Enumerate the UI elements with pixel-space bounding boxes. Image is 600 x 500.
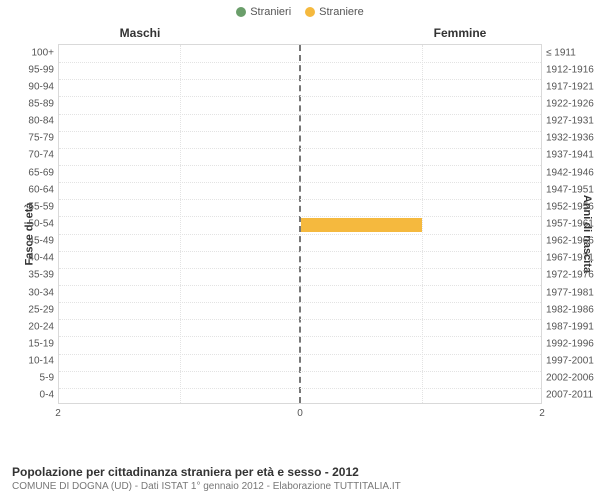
x-tick-label: 2 — [539, 408, 545, 419]
birth-year-label: 1992-1996 — [546, 339, 600, 350]
birth-year-label: 1962-1966 — [546, 236, 600, 247]
birth-year-label: 1912-1916 — [546, 64, 600, 75]
birth-year-label: 1942-1946 — [546, 167, 600, 178]
footer-subtitle: COMUNE DI DOGNA (UD) - Dati ISTAT 1° gen… — [12, 481, 588, 492]
birth-year-label: 1952-1956 — [546, 201, 600, 212]
age-label: 60-64 — [12, 184, 54, 195]
header-female: Femmine — [320, 26, 600, 40]
birth-year-label: 1937-1941 — [546, 150, 600, 161]
birth-year-label: 1967-1971 — [546, 253, 600, 264]
birth-year-label: 1947-1951 — [546, 184, 600, 195]
birth-year-label: 1997-2001 — [546, 356, 600, 367]
age-label: 95-99 — [12, 64, 54, 75]
swatch-male — [236, 7, 246, 17]
birth-year-label: 1932-1936 — [546, 133, 600, 144]
birth-year-label: 1977-1981 — [546, 287, 600, 298]
birth-year-label: 1987-1991 — [546, 321, 600, 332]
age-label: 100+ — [12, 47, 54, 58]
x-tick-label: 0 — [297, 408, 303, 419]
age-label: 75-79 — [12, 133, 54, 144]
age-label: 30-34 — [12, 287, 54, 298]
x-tick-label: 2 — [55, 408, 61, 419]
age-label: 20-24 — [12, 321, 54, 332]
footer-title: Popolazione per cittadinanza straniera p… — [12, 465, 588, 479]
age-label: 5-9 — [12, 373, 54, 384]
age-label: 65-69 — [12, 167, 54, 178]
age-label: 35-39 — [12, 270, 54, 281]
age-label: 90-94 — [12, 81, 54, 92]
age-label: 80-84 — [12, 116, 54, 127]
birth-year-label: 2007-2011 — [546, 390, 600, 401]
age-label: 45-49 — [12, 236, 54, 247]
pyramid-chart: Fasce di età Anni di nascita 100+≤ 19119… — [58, 44, 542, 424]
header-male: Maschi — [0, 26, 280, 40]
age-label: 10-14 — [12, 356, 54, 367]
age-label: 70-74 — [12, 150, 54, 161]
birth-year-label: 1927-1931 — [546, 116, 600, 127]
birth-year-label: 1957-1961 — [546, 219, 600, 230]
birth-year-label: 1922-1926 — [546, 99, 600, 110]
birth-year-label: ≤ 1911 — [546, 47, 600, 58]
age-label: 40-44 — [12, 253, 54, 264]
age-label: 0-4 — [12, 390, 54, 401]
legend-item-male: Stranieri — [236, 6, 291, 18]
age-label: 25-29 — [12, 304, 54, 315]
birth-year-label: 1982-1986 — [546, 304, 600, 315]
chart-footer: Popolazione per cittadinanza straniera p… — [12, 465, 588, 492]
bar-female — [301, 218, 422, 232]
birth-year-label: 1917-1921 — [546, 81, 600, 92]
legend-label-female: Straniere — [319, 6, 364, 18]
legend-label-male: Stranieri — [250, 6, 291, 18]
birth-year-label: 2002-2006 — [546, 373, 600, 384]
legend: Stranieri Straniere — [0, 0, 600, 18]
age-label: 85-89 — [12, 99, 54, 110]
age-label: 50-54 — [12, 219, 54, 230]
plot-area — [58, 44, 542, 404]
birth-year-label: 1972-1976 — [546, 270, 600, 281]
legend-item-female: Straniere — [305, 6, 364, 18]
age-label: 15-19 — [12, 339, 54, 350]
age-label: 55-59 — [12, 201, 54, 212]
swatch-female — [305, 7, 315, 17]
